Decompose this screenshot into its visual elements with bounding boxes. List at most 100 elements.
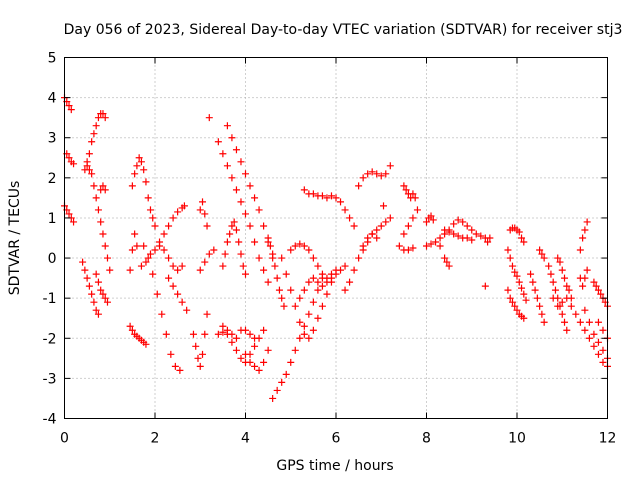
data-point (341, 286, 349, 294)
y-tick-label: -2 (43, 331, 57, 347)
data-point (380, 202, 388, 210)
data-point (436, 242, 444, 250)
data-point (235, 238, 243, 246)
data-point (520, 290, 528, 298)
data-point (251, 334, 259, 342)
data-point (237, 198, 245, 206)
data-point (314, 286, 322, 294)
data-point (199, 350, 207, 358)
data-point (88, 170, 96, 178)
data-point (529, 278, 537, 286)
data-point (126, 266, 134, 274)
data-point (554, 302, 562, 310)
data-point (300, 242, 308, 250)
data-point (572, 310, 580, 318)
data-point (594, 318, 602, 326)
data-point (579, 282, 587, 290)
data-point (94, 206, 102, 214)
series-track-h (128, 154, 159, 230)
data-point (230, 218, 238, 226)
data-point (597, 290, 605, 298)
data-point (92, 122, 100, 130)
data-point (594, 286, 602, 294)
data-point (169, 282, 177, 290)
data-point (309, 274, 317, 282)
data-point (264, 278, 272, 286)
series-track-z (300, 186, 358, 230)
data-point (590, 278, 598, 286)
data-point (323, 194, 331, 202)
data-point (300, 286, 308, 294)
data-point (511, 268, 519, 276)
data-point (454, 216, 462, 224)
series-track-l (165, 274, 191, 314)
data-point (427, 240, 435, 248)
data-point (176, 366, 184, 374)
data-point (556, 258, 564, 266)
data-point (242, 326, 249, 334)
data-point (196, 362, 204, 370)
data-point (581, 274, 589, 282)
data-point (355, 254, 363, 262)
data-point (160, 230, 168, 238)
y-tick-label: -1 (43, 291, 57, 307)
data-point (146, 250, 154, 258)
data-point (287, 286, 295, 294)
data-point (579, 234, 587, 242)
data-point (156, 238, 164, 246)
data-point (237, 354, 245, 362)
data-point (382, 218, 390, 226)
data-point (142, 258, 150, 266)
data-point (201, 210, 209, 218)
data-point (214, 138, 222, 146)
grid-lines (64, 57, 608, 419)
data-point (221, 250, 229, 258)
data-point (337, 198, 345, 206)
data-point (450, 230, 458, 238)
data-point (232, 226, 240, 234)
data-point (515, 228, 523, 236)
data-point (536, 246, 544, 254)
series-track-ak (504, 286, 528, 322)
data-point (133, 242, 141, 250)
data-point (149, 214, 157, 222)
data-point (237, 158, 245, 166)
data-point (506, 294, 514, 302)
data-point (128, 182, 136, 190)
data-point (445, 262, 453, 270)
data-point (269, 394, 277, 402)
data-point (558, 266, 566, 274)
data-point (153, 290, 161, 298)
data-point (219, 262, 227, 270)
series-track-k (156, 202, 188, 246)
data-point (201, 258, 209, 266)
data-point (291, 242, 299, 250)
data-point (332, 194, 340, 202)
data-point (382, 170, 390, 178)
data-point (269, 250, 277, 258)
data-point (291, 346, 299, 354)
data-point (409, 214, 417, 222)
data-point (271, 262, 279, 270)
data-point (273, 274, 281, 282)
data-point (160, 246, 168, 254)
data-point (223, 162, 231, 170)
data-point (504, 246, 512, 254)
data-point (423, 218, 430, 226)
data-point (242, 270, 249, 278)
series-track-p (214, 138, 272, 286)
series-track-ah (441, 226, 476, 244)
data-point (196, 266, 204, 274)
data-point (368, 230, 376, 238)
data-point (515, 278, 523, 286)
data-point (346, 214, 354, 222)
data-point (441, 226, 449, 234)
series-track-aj (504, 246, 530, 304)
data-point (260, 266, 268, 274)
data-point (563, 326, 571, 334)
data-point (232, 186, 240, 194)
data-point (318, 192, 326, 200)
series-track-ai (441, 234, 494, 290)
data-point (83, 274, 91, 282)
series-track-g (126, 230, 150, 348)
